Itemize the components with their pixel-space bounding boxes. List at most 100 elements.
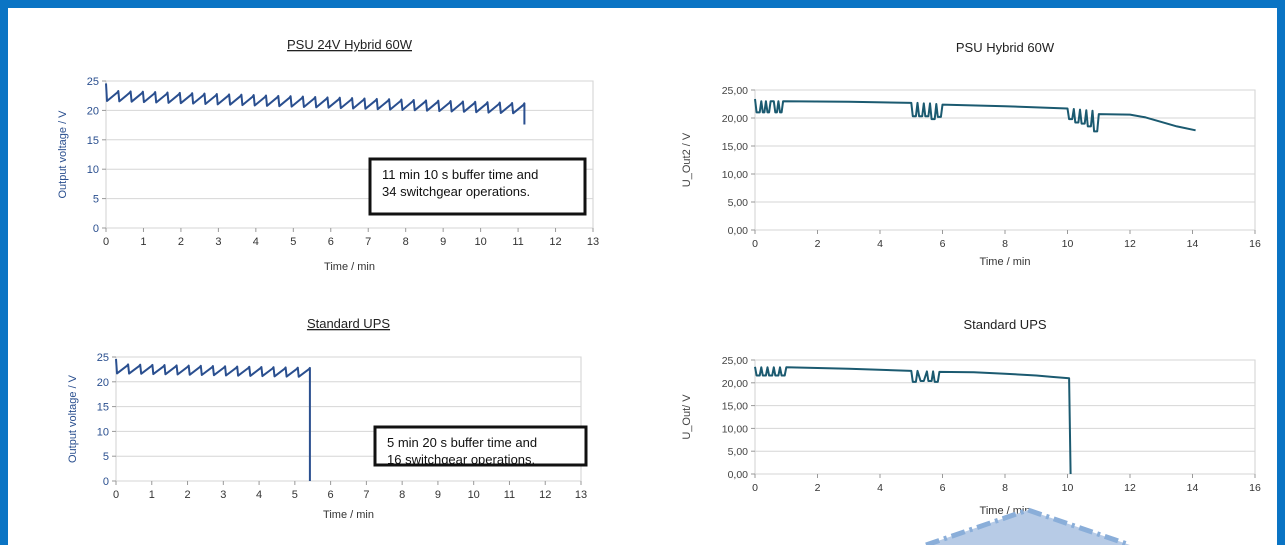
- x-tick-label: 8: [1002, 238, 1008, 250]
- y-tick-label: 20: [97, 377, 109, 389]
- annotation-box: [368, 157, 587, 216]
- y-tick-label: 20,00: [722, 113, 748, 125]
- x-tick-label: 2: [178, 236, 184, 248]
- x-tick-label: 12: [1124, 238, 1136, 250]
- y-tick-label: 10: [97, 426, 109, 438]
- x-tick-label: 16: [1249, 238, 1261, 250]
- x-tick-label: 10: [1062, 238, 1074, 250]
- x-tick-label: 6: [940, 238, 946, 250]
- y-tick-label: 10,00: [722, 423, 748, 435]
- x-tick-label: 0: [113, 489, 119, 501]
- chart-panel: PSU 24V Hybrid 60W 0 5 10 15 20 25 0 1 2 3 4 5 6 7 8 9 10…: [8, 8, 1277, 545]
- x-tick-label: 4: [877, 238, 883, 250]
- chart-title: Standard UPS: [307, 316, 390, 331]
- x-tick-label: 1: [149, 489, 155, 501]
- x-tick-label: 6: [328, 236, 334, 248]
- y-axis-label: U_Out2 / V: [681, 132, 693, 187]
- y-tick-label: 0,00: [728, 469, 749, 481]
- x-tick-label: 5: [290, 236, 296, 248]
- x-tick-label: 2: [815, 238, 821, 250]
- pyramid-decoration: [925, 507, 1131, 545]
- x-tick-label: 0: [752, 238, 758, 250]
- x-tick-label: 0: [103, 236, 109, 248]
- series-line: [105, 83, 526, 125]
- y-tick-label: 0,00: [728, 225, 749, 237]
- x-tick-label: 7: [363, 489, 369, 501]
- y-axis-label: Output voltage / V: [57, 110, 69, 199]
- annotation-text: 16 switchgear operations.: [387, 452, 535, 467]
- x-axis-label: Time / min: [323, 509, 374, 521]
- y-tick-label: 15,00: [722, 401, 748, 413]
- y-tick-label: 25: [87, 76, 99, 88]
- x-tick-label: 9: [435, 489, 441, 501]
- x-tick-label: 5: [292, 489, 298, 501]
- x-tick-label: 10: [474, 236, 486, 248]
- y-axis-label: U_Out/ V: [681, 394, 693, 440]
- x-tick-label: 13: [587, 236, 599, 248]
- y-tick-label: 10,00: [722, 169, 748, 181]
- y-tick-label: 15: [87, 135, 99, 147]
- x-axis-label: Time / min: [980, 256, 1031, 268]
- y-tick-label: 15: [97, 402, 109, 414]
- x-tick-label: 14: [1187, 482, 1199, 494]
- y-tick-label: 5,00: [728, 446, 749, 458]
- chart-2: PSU Hybrid 60W 0,00 5,00 10,00 15,00 20,00 25,…: [681, 40, 1261, 268]
- x-tick-label: 11: [504, 489, 515, 501]
- x-axis-label: Time / min: [324, 261, 375, 273]
- y-tick-label: 20: [87, 105, 99, 117]
- chart-title: Standard UPS: [963, 317, 1046, 332]
- y-tick-label: 25,00: [722, 355, 748, 367]
- series-line: [754, 366, 1072, 475]
- annotation-text: 34 switchgear operations.: [382, 184, 530, 199]
- y-tick-label: 5: [93, 194, 99, 206]
- x-tick-label: 10: [468, 489, 480, 501]
- series-line: [115, 358, 311, 481]
- series-line: [754, 98, 1196, 133]
- chart-4: Standard UPS 0,00 5,00 10,00 15,00 20,00 25,00…: [681, 317, 1261, 517]
- x-tick-label: 3: [215, 236, 221, 248]
- chart-title: PSU Hybrid 60W: [956, 40, 1055, 55]
- x-tick-label: 2: [815, 482, 821, 494]
- x-tick-label: 12: [539, 489, 551, 501]
- y-tick-label: 15,00: [722, 141, 748, 153]
- x-tick-label: 6: [328, 489, 334, 501]
- x-tick-label: 14: [1187, 238, 1199, 250]
- y-tick-label: 25,00: [722, 85, 748, 97]
- plot-area: [754, 89, 1256, 231]
- x-tick-label: 12: [1124, 482, 1136, 494]
- x-tick-label: 4: [256, 489, 262, 501]
- x-tick-label: 16: [1249, 482, 1261, 494]
- y-tick-label: 10: [87, 164, 99, 176]
- x-tick-label: 10: [1062, 482, 1074, 494]
- annotation-text: 11 min 10 s buffer time and: [382, 167, 538, 182]
- y-tick-label: 25: [97, 352, 109, 364]
- y-tick-label: 5: [103, 451, 109, 463]
- x-tick-label: 9: [440, 236, 446, 248]
- y-tick-label: 20,00: [722, 378, 748, 390]
- x-tick-label: 11: [512, 236, 523, 248]
- x-tick-label: 6: [940, 482, 946, 494]
- x-tick-label: 8: [399, 489, 405, 501]
- chart-title: PSU 24V Hybrid 60W: [287, 37, 413, 52]
- x-tick-label: 1: [140, 236, 146, 248]
- x-tick-label: 3: [220, 489, 226, 501]
- y-tick-label: 0: [93, 223, 99, 235]
- annotation-text: 5 min 20 s buffer time and: [387, 435, 537, 450]
- y-tick-label: 5,00: [728, 197, 749, 209]
- y-axis-label: Output voltage / V: [67, 374, 79, 463]
- x-tick-label: 12: [549, 236, 561, 248]
- x-tick-label: 2: [184, 489, 190, 501]
- x-tick-label: 8: [1002, 482, 1008, 494]
- plot-area: [754, 359, 1256, 475]
- x-tick-label: 0: [752, 482, 758, 494]
- x-tick-label: 7: [365, 236, 371, 248]
- x-tick-label: 13: [575, 489, 587, 501]
- x-tick-label: 4: [253, 236, 259, 248]
- y-tick-label: 0: [103, 476, 109, 488]
- annotation-box: [373, 425, 588, 467]
- x-tick-label: 4: [877, 482, 883, 494]
- x-tick-label: 8: [403, 236, 409, 248]
